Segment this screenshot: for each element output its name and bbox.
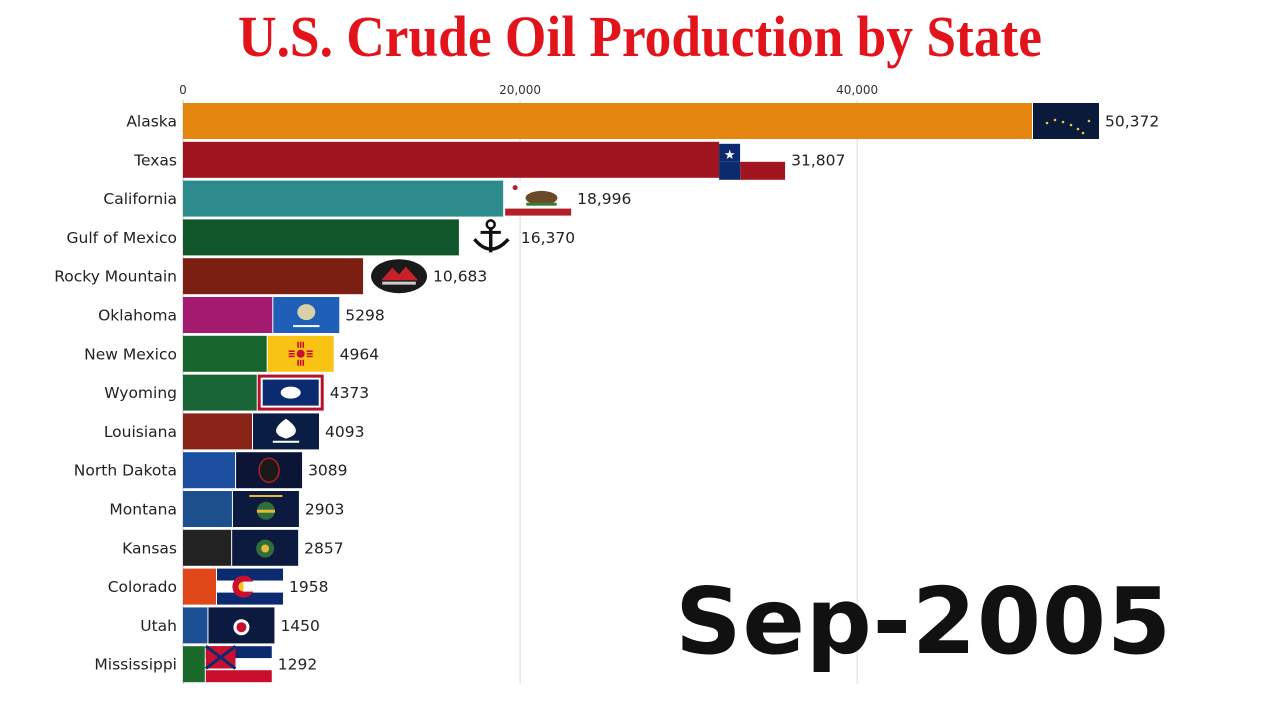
louisiana-flag-icon [252, 413, 319, 450]
category-label: California [103, 190, 177, 208]
bar-wyoming [183, 374, 257, 411]
bar-colorado [183, 568, 217, 605]
category-label: Kansas [122, 539, 177, 557]
value-label: 2903 [305, 501, 344, 519]
value-label: 5298 [345, 307, 384, 325]
value-label: 50,372 [1105, 113, 1159, 131]
bars: Alaska 50,372 Texas ★ 31,807 California 18,996… [54, 103, 1159, 683]
category-label: Wyoming [104, 384, 177, 402]
california-flag-icon [505, 181, 572, 216]
bar-california [183, 180, 504, 217]
bar-north-dakota [183, 452, 236, 489]
category-label: Oklahoma [98, 307, 177, 325]
category-label: North Dakota [74, 462, 177, 480]
category-label: Montana [109, 501, 177, 519]
value-label: 4964 [340, 345, 379, 363]
value-label: 1450 [280, 617, 319, 635]
value-label: 1292 [278, 656, 317, 674]
bar-utah [183, 607, 208, 644]
value-label: 1958 [289, 578, 328, 596]
bar-kansas [183, 529, 232, 566]
category-label: New Mexico [84, 345, 177, 363]
north-dakota-flag-icon [236, 452, 303, 489]
value-label: 2857 [304, 539, 343, 557]
value-label: 18,996 [577, 190, 631, 208]
category-label: Gulf of Mexico [66, 229, 177, 247]
bar-texas [183, 141, 720, 178]
texas-flag-icon: ★ [719, 143, 786, 180]
rocky-mountain-logo-icon [371, 259, 428, 294]
x-tick-label: 0 [179, 83, 187, 97]
category-label: Alaska [126, 113, 177, 131]
bar-louisiana [183, 413, 252, 450]
bar-gulf-of-mexico [183, 219, 459, 256]
alaska-flag-icon [1033, 103, 1099, 139]
category-label: Colorado [108, 578, 177, 596]
category-label: Rocky Mountain [54, 268, 177, 286]
bar-oklahoma [183, 297, 273, 333]
wyoming-flag-icon [257, 374, 324, 411]
colorado-flag-icon [217, 568, 284, 605]
value-label: 4373 [330, 384, 369, 402]
category-label: Texas [133, 151, 177, 169]
value-label: 3089 [308, 462, 347, 480]
svg-text:★: ★ [724, 148, 736, 163]
value-label: 16,370 [521, 229, 575, 247]
bar-montana [183, 491, 232, 527]
value-label: 31,807 [791, 151, 845, 169]
bar-new-mexico [183, 335, 267, 372]
value-label: 10,683 [433, 268, 487, 286]
montana-flag-icon [232, 491, 299, 527]
category-label: Mississippi [94, 656, 177, 674]
value-label: 4093 [325, 423, 364, 441]
kansas-flag-icon [232, 529, 299, 566]
x-tick-label: 40,000 [836, 83, 878, 97]
utah-flag-icon [208, 607, 275, 644]
anchor-icon [473, 219, 510, 253]
date-label: Sep-2005 [675, 568, 1172, 675]
bar-mississippi [183, 646, 205, 683]
category-label: Utah [140, 617, 177, 635]
x-tick-label: 20,000 [499, 83, 541, 97]
bar-rocky-mountain [183, 258, 364, 295]
bar-alaska [183, 103, 1032, 139]
x-axis-ticks: 0 20,000 40,000 [179, 83, 878, 97]
category-label: Louisiana [104, 423, 177, 441]
chart-title: U.S. Crude Oil Production by State [238, 4, 1042, 69]
new-mexico-flag-icon [267, 335, 334, 372]
oklahoma-flag-icon [273, 297, 340, 333]
mississippi-flag-icon [204, 645, 272, 683]
